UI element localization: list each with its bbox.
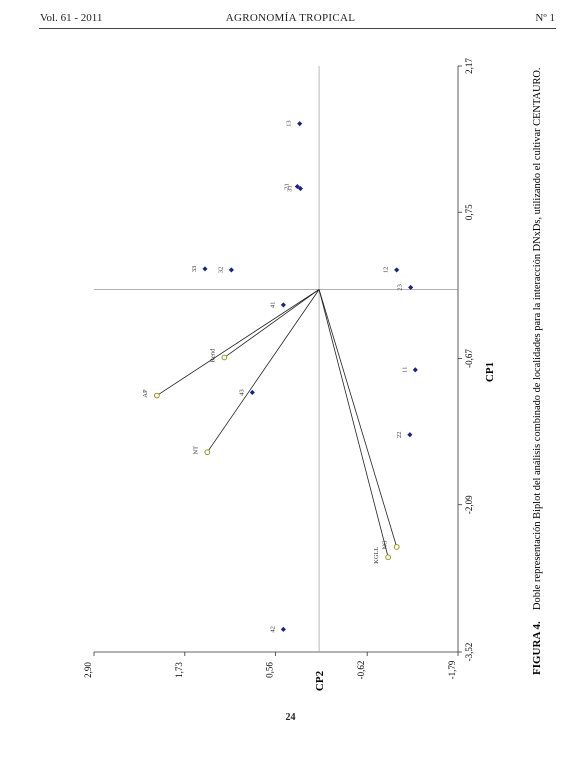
point-label: 32 bbox=[217, 267, 224, 274]
vector-label: Rend bbox=[209, 348, 216, 362]
y-tick-label: 1,73 bbox=[174, 662, 184, 678]
data-point bbox=[297, 186, 303, 192]
point-label: 22 bbox=[396, 431, 403, 438]
y-axis-label: CP2 bbox=[314, 670, 326, 691]
data-point bbox=[202, 266, 208, 272]
point-label: 11 bbox=[401, 367, 408, 373]
chart-frame bbox=[94, 66, 459, 653]
header-volume: Vol. 61 - 2011 bbox=[40, 12, 103, 24]
data-point bbox=[412, 367, 418, 373]
figure-label: FIGURA 4. bbox=[531, 621, 543, 675]
x-tick-label: 2,17 bbox=[464, 58, 474, 74]
y-tick-label: 2,90 bbox=[83, 662, 93, 678]
vector-label: KGLL bbox=[373, 547, 380, 564]
point-label: 42 bbox=[269, 626, 276, 633]
vector-tip bbox=[393, 544, 400, 550]
header-journal: AGRONOMÍA TROPICAL bbox=[225, 12, 356, 24]
data-point bbox=[407, 432, 413, 438]
vector-line bbox=[318, 289, 398, 548]
data-point bbox=[280, 626, 286, 632]
vector-label: AP bbox=[142, 389, 149, 398]
x-tick-label: -3,52 bbox=[464, 643, 474, 662]
point-label: 31 bbox=[286, 185, 293, 192]
data-point bbox=[249, 389, 255, 396]
vector-line bbox=[156, 289, 320, 396]
point-label: 21 bbox=[283, 183, 290, 190]
vector-tip bbox=[154, 392, 160, 399]
vector-label: NT bbox=[192, 446, 199, 455]
data-point bbox=[228, 267, 234, 273]
y-tick-label: -0,62 bbox=[356, 661, 366, 680]
point-label: 12 bbox=[383, 267, 390, 274]
data-point bbox=[280, 302, 286, 308]
data-point bbox=[408, 284, 414, 290]
header-number: Nº 1 bbox=[535, 12, 555, 24]
figure-caption: FIGURA 4. Doble representación Biplot de… bbox=[512, 60, 552, 680]
data-point bbox=[394, 267, 400, 273]
x-axis-label: CP1 bbox=[484, 362, 496, 382]
point-label: 33 bbox=[191, 266, 198, 273]
vector-tip bbox=[385, 554, 391, 561]
vector-line bbox=[224, 289, 320, 358]
header-rule bbox=[39, 28, 556, 29]
y-tick-label: -1,79 bbox=[447, 660, 457, 679]
x-tick-label: -0,67 bbox=[464, 349, 474, 368]
point-label: 43 bbox=[238, 389, 245, 396]
point-label: 13 bbox=[286, 120, 293, 127]
point-label: 23 bbox=[397, 284, 404, 291]
page-number: 24 bbox=[285, 712, 296, 723]
vector-line bbox=[206, 289, 320, 453]
vector-tip bbox=[221, 354, 228, 361]
data-point bbox=[297, 121, 303, 127]
figure-caption-text: Doble representación Biplot del análisis… bbox=[532, 68, 543, 611]
axis-ticks: -3,52 -2,09 -0,67 0,75 2,17 -1,79 -0,62 0,56 1,7… bbox=[83, 58, 474, 680]
vector-line bbox=[318, 289, 389, 558]
point-label: 41 bbox=[269, 302, 276, 309]
vector-layer: APRendNTNGKGLL bbox=[142, 289, 400, 564]
x-tick-label: 0,75 bbox=[464, 204, 474, 220]
y-tick-label: 0,56 bbox=[265, 662, 275, 678]
x-tick-label: -2,09 bbox=[464, 495, 474, 514]
vector-tip bbox=[204, 449, 211, 456]
